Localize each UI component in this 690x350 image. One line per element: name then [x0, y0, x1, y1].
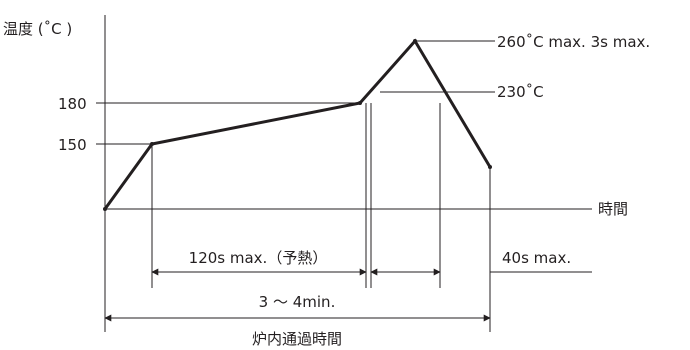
y-tick-150: 150 — [58, 136, 87, 154]
y-tick-180: 180 — [58, 95, 87, 113]
y-axis-label: 温度 (˚C ) — [3, 20, 72, 38]
threshold-label: 230˚C — [497, 83, 544, 101]
profile-point-preheat-end — [358, 101, 362, 105]
total-duration-label: 3 ～ 4min. — [259, 293, 336, 311]
above-230-duration-label: 40s max. — [502, 249, 571, 267]
peak-label: 260˚C max. 3s max. — [497, 33, 650, 51]
total-duration-caption: 炉内通過時間 — [252, 330, 342, 348]
preheat-duration-label: 120s max.（予熱） — [189, 249, 328, 267]
profile-point-start — [103, 207, 107, 211]
x-axis-label: 時間 — [598, 200, 628, 218]
temperature-profile-line — [103, 38, 492, 210]
